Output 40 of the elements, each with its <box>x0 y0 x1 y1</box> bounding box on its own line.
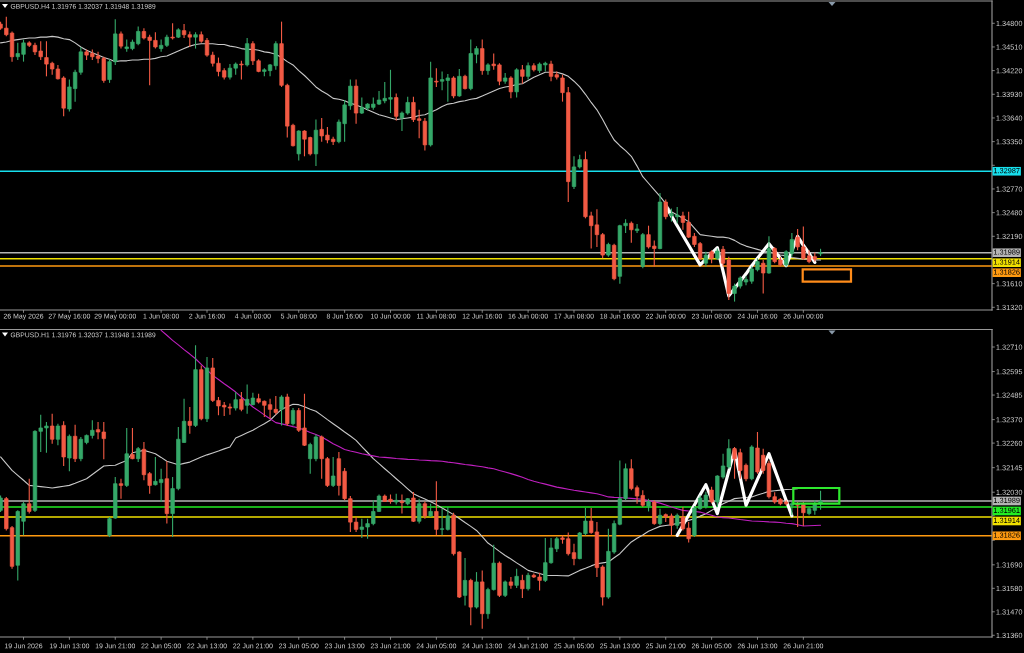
candlestick <box>434 67 439 88</box>
line-series <box>160 329 822 527</box>
candlestick <box>187 406 192 435</box>
candlestick <box>508 75 514 99</box>
candlestick <box>480 39 485 76</box>
candlestick <box>67 434 72 472</box>
candlestick <box>331 456 336 488</box>
candlestick <box>296 129 301 161</box>
candlestick <box>239 60 244 81</box>
candlestick <box>130 427 135 460</box>
candlestick <box>508 576 514 590</box>
candlestick <box>629 221 634 244</box>
candlestick <box>239 391 244 412</box>
candlestick <box>462 557 468 606</box>
candlestick <box>634 223 640 234</box>
candlestick <box>411 491 416 523</box>
candlestick <box>514 67 519 99</box>
candlestick <box>520 64 525 85</box>
candlestick <box>394 92 399 121</box>
line-series <box>0 35 822 261</box>
candlestick <box>451 75 456 99</box>
candlestick <box>27 478 32 515</box>
candlestick <box>652 499 657 526</box>
candlestick <box>279 394 284 426</box>
candlestick <box>434 480 439 536</box>
candlestick <box>520 574 525 599</box>
candlestick <box>313 119 319 167</box>
candlestick <box>663 199 668 220</box>
candlestick <box>422 117 428 152</box>
candlestick <box>457 68 462 98</box>
candlestick <box>417 498 422 525</box>
candlestick <box>245 37 250 68</box>
candlestick <box>55 423 61 446</box>
candlestick <box>514 568 519 589</box>
candlestick <box>72 424 78 463</box>
candlestick <box>399 494 405 515</box>
candlestick <box>761 259 766 294</box>
candlestick <box>118 478 124 500</box>
candlestick <box>233 391 238 411</box>
candlestick <box>50 413 55 445</box>
